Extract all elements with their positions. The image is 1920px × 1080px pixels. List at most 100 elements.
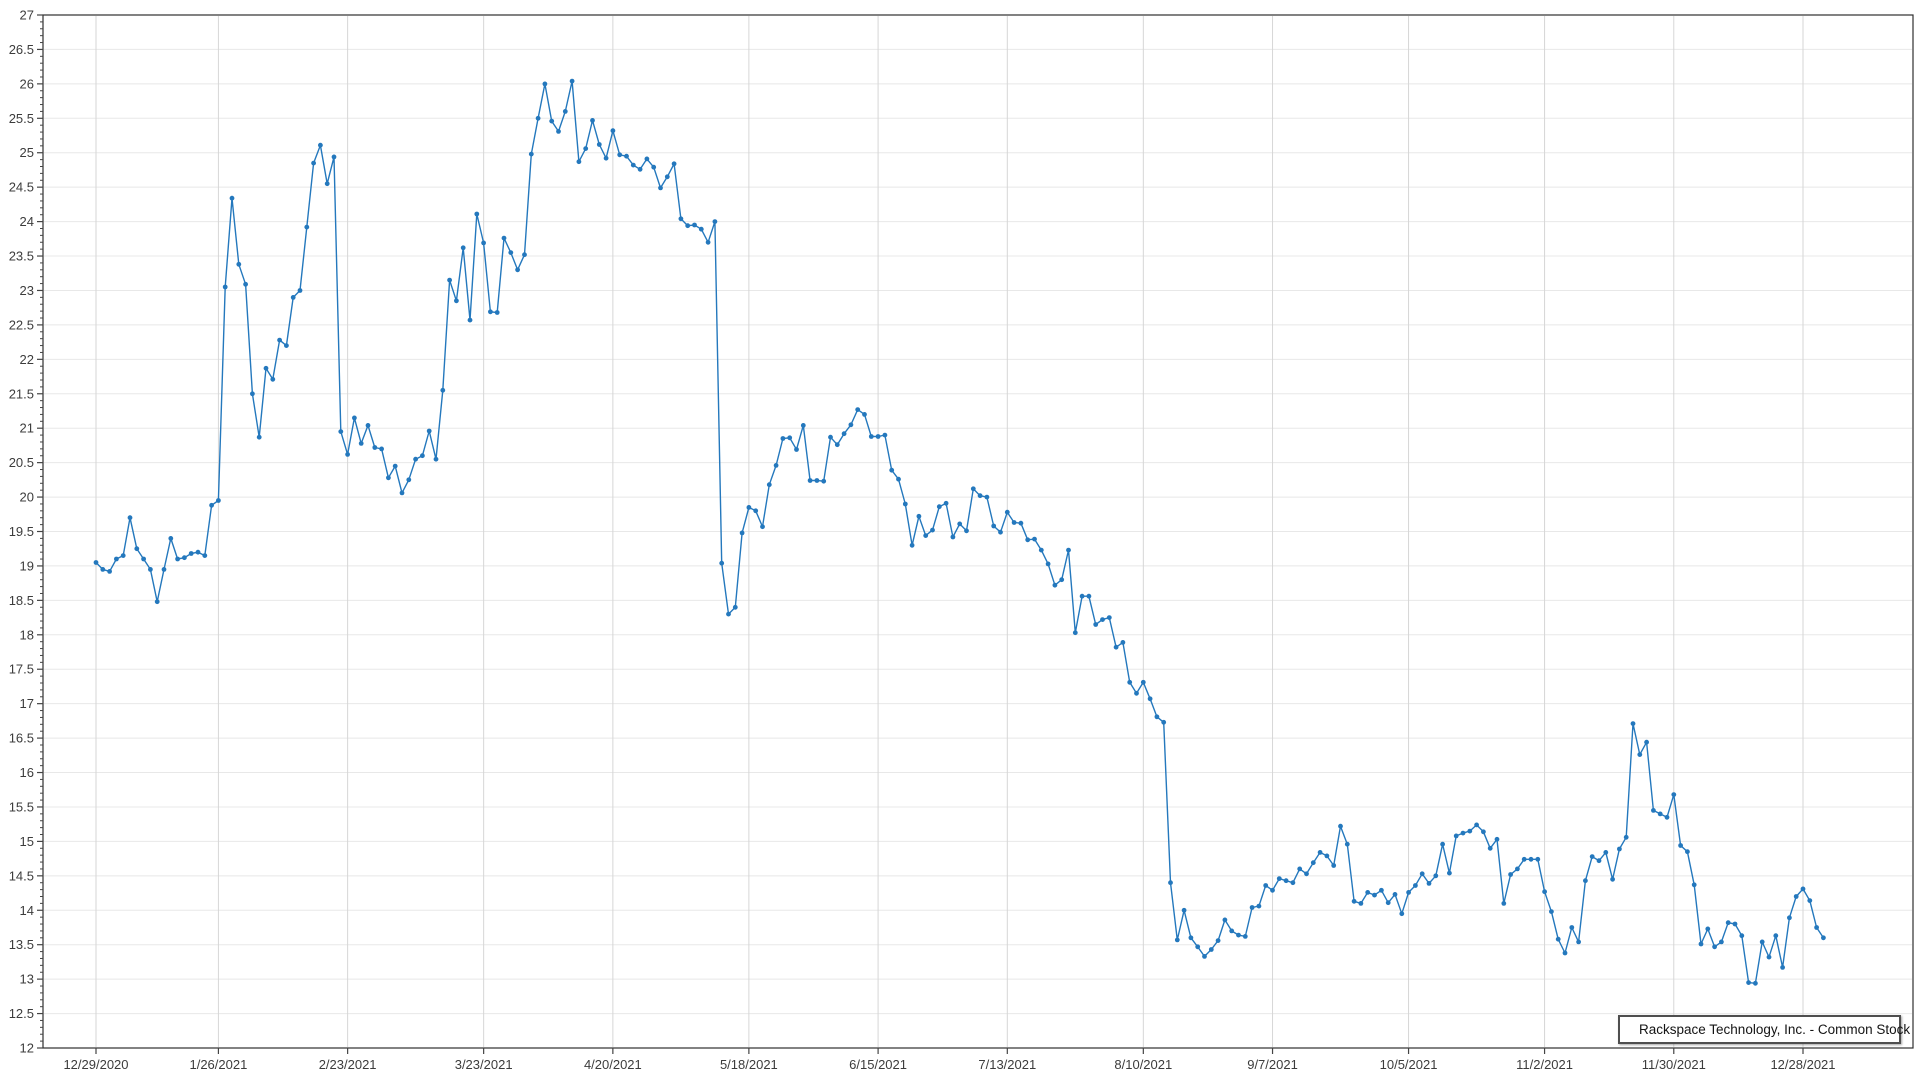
data-point-marker[interactable] [1127, 679, 1133, 685]
data-point-marker[interactable] [583, 146, 589, 152]
data-point-marker[interactable] [902, 501, 908, 507]
data-point-marker[interactable] [1712, 944, 1717, 950]
data-point-marker[interactable] [1440, 841, 1445, 847]
data-point-marker[interactable] [1011, 520, 1017, 525]
data-point-marker[interactable] [1773, 933, 1779, 939]
data-point-marker[interactable] [1589, 854, 1595, 859]
data-point-marker[interactable] [603, 155, 609, 161]
data-point-marker[interactable] [222, 284, 228, 290]
data-point-marker[interactable] [1154, 714, 1160, 720]
data-point-marker[interactable] [270, 376, 276, 382]
data-point-marker[interactable] [1664, 814, 1670, 820]
data-point-marker[interactable] [284, 343, 289, 348]
data-point-marker[interactable] [732, 604, 738, 610]
data-point-marker[interactable] [1528, 856, 1534, 862]
data-point-marker[interactable] [1426, 881, 1432, 886]
data-point-marker[interactable] [1569, 925, 1575, 930]
data-point-marker[interactable] [1120, 640, 1126, 645]
data-point-marker[interactable] [1460, 830, 1466, 836]
data-point-marker[interactable] [760, 524, 765, 530]
data-point-marker[interactable] [1392, 892, 1398, 897]
data-point-marker[interactable] [1344, 841, 1350, 847]
data-point-marker[interactable] [1413, 883, 1418, 888]
data-point-marker[interactable] [1215, 938, 1221, 943]
data-point-marker[interactable] [481, 240, 486, 246]
data-point-marker[interactable] [256, 434, 262, 440]
data-point-marker[interactable] [549, 118, 555, 124]
data-point-marker[interactable] [1481, 829, 1486, 835]
data-point-marker[interactable] [501, 235, 507, 241]
data-point-marker[interactable] [433, 456, 439, 462]
data-point-marker[interactable] [1100, 617, 1105, 622]
data-point-marker[interactable] [766, 482, 772, 488]
data-point-marker[interactable] [1542, 889, 1547, 895]
data-point-marker[interactable] [1617, 846, 1622, 852]
data-point-marker[interactable] [460, 245, 466, 251]
data-point-marker[interactable] [1331, 863, 1337, 868]
data-point-marker[interactable] [440, 387, 446, 393]
data-point-marker[interactable] [1467, 828, 1473, 834]
data-point-marker[interactable] [1657, 811, 1663, 817]
data-point-marker[interactable] [229, 195, 235, 201]
data-point-marker[interactable] [1630, 721, 1636, 726]
data-point-marker[interactable] [1229, 928, 1235, 934]
data-point-marker[interactable] [1140, 679, 1146, 685]
data-point-marker[interactable] [1501, 901, 1507, 906]
data-point-marker[interactable] [277, 337, 282, 343]
data-point-marker[interactable] [1739, 933, 1745, 939]
data-point-marker[interactable] [331, 154, 337, 160]
data-point-marker[interactable] [1596, 858, 1602, 864]
data-point-marker[interactable] [1263, 883, 1269, 888]
data-point-marker[interactable] [1623, 834, 1629, 840]
data-point-marker[interactable] [1678, 843, 1683, 848]
data-point-marker[interactable] [875, 434, 881, 439]
data-point-marker[interactable] [542, 81, 548, 87]
data-point-marker[interactable] [1147, 696, 1153, 702]
data-point-marker[interactable] [1535, 856, 1541, 862]
data-point-marker[interactable] [936, 504, 942, 510]
data-point-marker[interactable] [1474, 822, 1479, 828]
data-point-marker[interactable] [692, 222, 697, 228]
data-point-marker[interactable] [1746, 980, 1751, 985]
data-point-marker[interactable] [1059, 577, 1065, 583]
data-point-marker[interactable] [392, 463, 398, 469]
data-point-marker[interactable] [1787, 915, 1792, 921]
data-point-marker[interactable] [1086, 593, 1092, 599]
data-point-marker[interactable] [1555, 936, 1561, 942]
data-point-marker[interactable] [358, 441, 364, 446]
data-point-marker[interactable] [318, 142, 323, 148]
data-point-marker[interactable] [1304, 871, 1309, 877]
data-point-marker[interactable] [651, 164, 657, 170]
data-point-marker[interactable] [712, 219, 718, 225]
data-point-marker[interactable] [1290, 880, 1296, 886]
data-point-marker[interactable] [406, 477, 412, 483]
data-point-marker[interactable] [719, 560, 725, 566]
data-point-marker[interactable] [1651, 808, 1656, 813]
data-point-marker[interactable] [243, 281, 249, 287]
data-point-marker[interactable] [889, 467, 895, 473]
data-point-marker[interactable] [1807, 898, 1813, 903]
data-point-marker[interactable] [399, 490, 405, 496]
data-point-marker[interactable] [630, 162, 636, 168]
data-point-marker[interactable] [834, 442, 840, 448]
data-point-marker[interactable] [1168, 880, 1173, 886]
data-point-marker[interactable] [610, 128, 616, 134]
data-point-marker[interactable] [1358, 901, 1364, 906]
data-point-marker[interactable] [998, 529, 1003, 535]
data-point-marker[interactable] [365, 423, 371, 428]
data-point-marker[interactable] [188, 551, 194, 556]
data-point-marker[interactable] [950, 534, 956, 540]
data-point-marker[interactable] [896, 476, 901, 482]
data-point-marker[interactable] [426, 428, 432, 434]
data-point-marker[interactable] [1576, 939, 1581, 945]
data-point-marker[interactable] [372, 445, 378, 450]
data-point-marker[interactable] [1793, 894, 1799, 899]
data-point-marker[interactable] [1433, 873, 1439, 879]
data-point-marker[interactable] [814, 478, 820, 483]
data-point-marker[interactable] [1800, 886, 1806, 892]
data-point-marker[interactable] [800, 423, 806, 428]
data-point-marker[interactable] [1814, 925, 1819, 930]
data-point-marker[interactable] [957, 521, 963, 527]
data-point-marker[interactable] [120, 553, 126, 558]
data-point-marker[interactable] [1644, 739, 1649, 745]
